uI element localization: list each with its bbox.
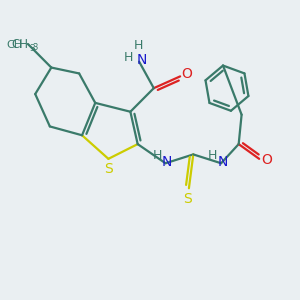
Text: 3: 3: [29, 44, 35, 53]
Text: H: H: [208, 148, 218, 161]
Text: CH: CH: [7, 40, 22, 50]
Text: O: O: [261, 153, 272, 167]
Text: CH: CH: [12, 38, 29, 51]
Text: H: H: [124, 51, 134, 64]
Text: H: H: [153, 148, 162, 161]
Text: 3: 3: [32, 43, 38, 52]
Text: O: O: [181, 67, 192, 81]
Text: S: S: [104, 162, 113, 176]
Text: S: S: [183, 192, 192, 206]
Text: N: N: [218, 155, 228, 170]
Text: N: N: [162, 155, 172, 170]
Text: N: N: [136, 53, 147, 67]
Text: H: H: [134, 39, 143, 52]
